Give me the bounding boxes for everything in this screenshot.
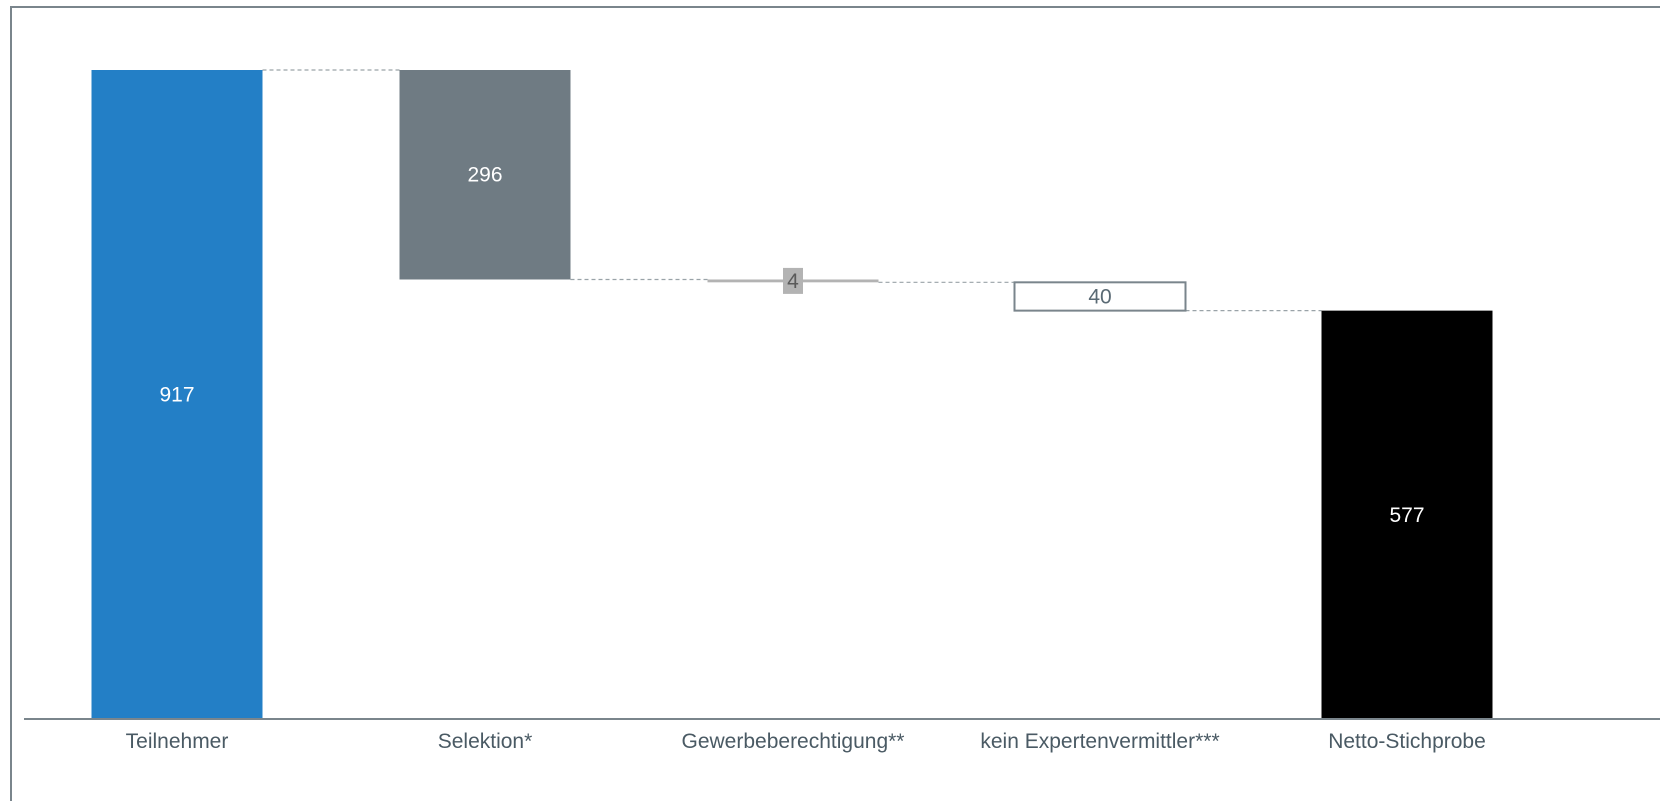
x-tick-label-2: Selektion* <box>438 730 533 753</box>
value-label-3: 4 <box>787 270 799 293</box>
x-tick-label-4: kein Expertenvermittler*** <box>980 730 1219 753</box>
bar-4 <box>1013 281 1187 312</box>
x-tick-label-1: Teilnehmer <box>126 730 229 753</box>
bar-2 <box>399 70 571 280</box>
value-label-5: 577 <box>1389 504 1424 527</box>
x-tick-label-3: Gewerbeberechtigung** <box>682 730 905 753</box>
value-label-1: 917 <box>159 384 194 407</box>
chart-frame <box>10 6 1660 801</box>
bar-5 <box>1321 310 1493 719</box>
value-label-badge-3 <box>783 267 803 294</box>
bar-1 <box>91 70 263 719</box>
x-tick-label-5: Netto-Stichprobe <box>1328 730 1486 753</box>
value-label-2: 296 <box>467 164 502 187</box>
value-label-4: 40 <box>1088 285 1111 308</box>
